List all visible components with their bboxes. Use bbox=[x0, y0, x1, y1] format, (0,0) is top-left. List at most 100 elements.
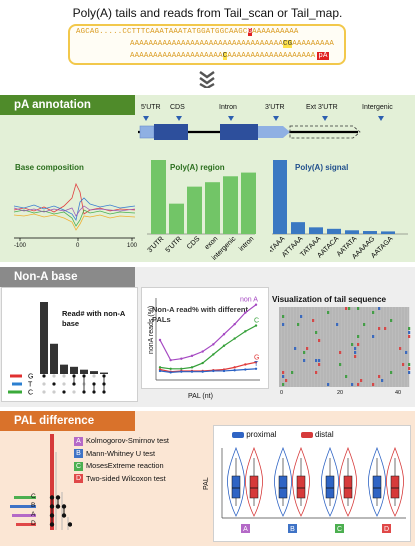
vis-tick: 20 bbox=[337, 390, 344, 396]
box bbox=[278, 475, 288, 499]
tail-visualization bbox=[279, 307, 411, 387]
series-point bbox=[180, 367, 183, 370]
sequence-row: AGCAG.....CCTTTCAAATAAATATGGATGGCAAGCGAA… bbox=[76, 28, 299, 36]
group-label: C bbox=[337, 526, 342, 533]
test-item: D Two-sided Wilcoxon test bbox=[74, 474, 224, 484]
series-point bbox=[233, 322, 236, 326]
gene-label: 5'UTR bbox=[141, 104, 161, 111]
readnum-bar bbox=[100, 372, 108, 374]
seq-nona-highlight: G bbox=[247, 28, 253, 36]
region-tick-label: exon bbox=[204, 235, 220, 251]
box bbox=[325, 475, 335, 499]
set-size-bar bbox=[14, 496, 36, 499]
readnum-box bbox=[1, 287, 138, 402]
chevron-down-icon bbox=[197, 70, 217, 90]
series-point bbox=[244, 330, 247, 333]
signal-title: Poly(A) signal bbox=[295, 163, 349, 172]
readnum-bar bbox=[50, 343, 58, 374]
test-list: A Kolmogorov-Smirnov test B Mann-Whitney U… bbox=[74, 436, 224, 484]
test-item: A Kolmogorov-Smirnov test bbox=[74, 436, 224, 446]
series-label: G bbox=[254, 354, 259, 361]
group-label: A bbox=[243, 526, 248, 533]
series-line bbox=[159, 304, 257, 361]
poly-a-signal-chart: AATAAAATTAAATATAAAAATACAAATATAAAAAAGAATA… bbox=[270, 160, 408, 261]
signal-bar bbox=[327, 228, 341, 234]
upset-dot bbox=[62, 374, 66, 378]
test-letter: B bbox=[74, 449, 83, 459]
x-tick-label: 0 bbox=[76, 243, 80, 249]
upset-dot bbox=[42, 390, 46, 394]
violin-plot: A B C D bbox=[221, 446, 406, 533]
series-point bbox=[244, 311, 247, 314]
series-line bbox=[159, 325, 257, 370]
box bbox=[372, 475, 382, 499]
line-chart-title: Non-A read% with different PALs bbox=[152, 305, 248, 324]
box bbox=[249, 475, 259, 499]
series-point bbox=[254, 361, 258, 364]
vis-tick: 0 bbox=[280, 390, 284, 396]
upset-dot bbox=[52, 390, 56, 394]
seq-text: AAAAAAAAAAAAAAAAAAA bbox=[227, 52, 316, 60]
upset-set-label: G bbox=[28, 374, 33, 381]
region-tick-label: CDS bbox=[186, 235, 202, 251]
upset-bar bbox=[50, 434, 54, 530]
upset-set-label: C bbox=[28, 390, 33, 397]
series-point bbox=[169, 371, 172, 374]
region-bar bbox=[151, 160, 166, 234]
test-item: B Mann-Whitney U test bbox=[74, 449, 224, 459]
readnum-chart: GTC bbox=[8, 302, 108, 397]
legend-swatch-proximal bbox=[232, 431, 244, 438]
signal-bar bbox=[291, 222, 305, 234]
series-point bbox=[244, 368, 247, 371]
gene-model bbox=[138, 116, 384, 140]
readnum-bar bbox=[90, 371, 98, 374]
test-letter: D bbox=[74, 474, 83, 484]
group-label: D bbox=[384, 526, 389, 533]
series-label: T bbox=[254, 361, 259, 368]
x-tick-label: -100 bbox=[14, 243, 27, 249]
series-point bbox=[212, 353, 215, 356]
series-point bbox=[190, 366, 194, 369]
series-point bbox=[222, 333, 226, 336]
series-line bbox=[159, 368, 257, 374]
series-point bbox=[212, 369, 215, 373]
upset-dot bbox=[42, 374, 46, 378]
test-label: MosesExtreme reaction bbox=[86, 461, 164, 471]
signal-bar bbox=[345, 230, 359, 234]
section-header: PAL difference bbox=[0, 411, 135, 431]
series-point bbox=[233, 337, 236, 340]
gene-label: Intron bbox=[219, 104, 237, 111]
upset-set-label: C bbox=[31, 493, 36, 500]
series-point bbox=[254, 324, 258, 327]
upset-dot bbox=[62, 390, 66, 394]
group-tag bbox=[382, 524, 391, 533]
series-point bbox=[222, 369, 226, 373]
test-label: Kolmogorov-Smirnov test bbox=[86, 436, 169, 445]
box bbox=[390, 475, 400, 499]
box bbox=[343, 475, 353, 499]
region-bar bbox=[223, 176, 238, 234]
series-point bbox=[244, 363, 247, 366]
seq-nona-highlight: CG bbox=[282, 40, 293, 48]
legend-proximal: proximal bbox=[246, 430, 277, 439]
non-a-line-chart: non A C GT bbox=[155, 297, 260, 381]
vis-title: Visualization of tail sequence bbox=[272, 295, 387, 304]
series-label: non A bbox=[240, 297, 258, 304]
vis-background bbox=[279, 307, 409, 387]
sequence-box: AGCAG.....CCTTTCAAATAAATATGGATGGCAAGCGAA… bbox=[68, 24, 346, 65]
section-header: Non-A base bbox=[0, 267, 135, 287]
series-label: C bbox=[254, 318, 259, 325]
group-tag bbox=[241, 524, 250, 533]
series-point bbox=[190, 370, 194, 373]
line-xlabel: PAL (nt) bbox=[188, 393, 213, 400]
pa-tag: pA bbox=[317, 52, 329, 60]
test-item: C MosesExtreme reaction bbox=[74, 461, 224, 471]
upset-set-label: T bbox=[28, 382, 33, 389]
section-header: pA annotation bbox=[0, 95, 135, 115]
series-point bbox=[158, 366, 162, 369]
region-bar bbox=[205, 182, 220, 234]
sequence-row: AAAAAAAAAAAAAAAAAAAAAAAAAAAAAAAAACGAAAAA… bbox=[130, 40, 334, 48]
group-tag bbox=[288, 524, 297, 533]
seq-text: AAAAAAAAAA bbox=[252, 28, 299, 36]
set-size-bar bbox=[8, 390, 22, 394]
